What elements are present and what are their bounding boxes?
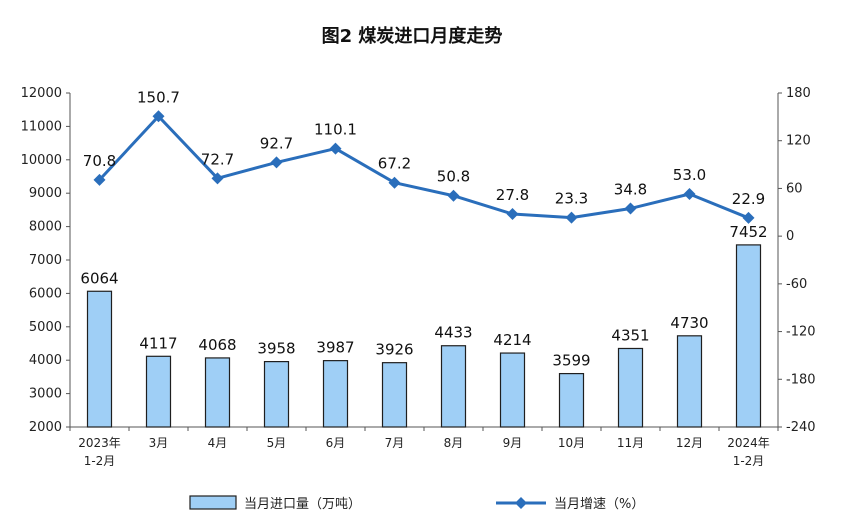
right-tick-label: -240: [786, 420, 816, 435]
right-tick-label: -180: [786, 372, 816, 387]
line-value-label: 34.8: [614, 180, 647, 198]
bar-series: [86, 244, 762, 428]
bar: [263, 361, 290, 428]
bar: [617, 347, 644, 428]
bar: [558, 372, 585, 428]
legend: 当月进口量（万吨） 当月增速（%）: [189, 495, 644, 512]
right-tick-label: 120: [786, 134, 811, 149]
line-value-label: 67.2: [378, 155, 411, 173]
line-value-label: 22.9: [732, 190, 765, 208]
line-point: [683, 187, 696, 200]
bar-value-label: 3926: [375, 341, 413, 359]
line-point: [388, 176, 401, 189]
line-point: [211, 172, 224, 185]
bar-value-label: 4214: [493, 331, 531, 349]
left-tick-label: 2000: [29, 420, 62, 435]
legend-bar-label: 当月进口量（万吨）: [244, 497, 361, 512]
line-value-label: 27.8: [496, 186, 529, 204]
x-tick-label: 9月: [503, 436, 523, 450]
line-path: [98, 114, 750, 220]
bar-value-label: 3958: [257, 340, 295, 358]
data-labels: 6064 4117 4068 3958 3987 3926 4433 4214 3599 4351…: [80, 88, 767, 369]
bar: [322, 360, 349, 428]
x-tick-label: 12月: [676, 436, 703, 450]
bar-value-label: 4117: [139, 334, 177, 352]
x-tick-label: 3月: [149, 436, 169, 450]
left-tick-label: 10000: [21, 153, 62, 168]
bar: [145, 355, 172, 428]
line-value-label: 150.7: [137, 88, 180, 106]
line-value-label: 72.7: [201, 150, 234, 168]
left-tick-label: 5000: [29, 320, 62, 335]
bar-value-label: 4730: [670, 314, 708, 332]
line-point: [93, 173, 106, 186]
bar-value-label: 4351: [611, 326, 649, 344]
bar: [204, 357, 231, 428]
left-tick-label: 4000: [29, 353, 62, 368]
legend-line-label: 当月增速（%）: [554, 497, 644, 512]
bar: [440, 345, 467, 428]
x-tick-label: 4月: [208, 436, 228, 450]
legend-bar-swatch: [189, 495, 237, 510]
line-point: [506, 208, 519, 221]
x-tick-label: 8月: [444, 436, 464, 450]
right-tick-label: -60: [786, 277, 807, 292]
bar: [676, 335, 703, 428]
bar-value-label: 6064: [80, 269, 118, 287]
bar-value-label: 3599: [552, 352, 590, 370]
legend-line-marker: [515, 497, 527, 509]
left-tick-label: 9000: [29, 186, 62, 201]
bar: [86, 290, 113, 428]
right-tick-label: -120: [786, 325, 816, 340]
bar: [735, 244, 762, 428]
x-tick-label: 11月: [617, 436, 644, 450]
bar-value-label: 7452: [729, 223, 767, 241]
line-point: [329, 142, 342, 155]
line-point: [565, 211, 578, 224]
bar: [499, 352, 526, 428]
line-point: [447, 189, 460, 202]
line-point: [152, 110, 165, 123]
left-tick-label: 7000: [29, 253, 62, 268]
left-tick-label: 3000: [29, 387, 62, 402]
left-tick-label: 8000: [29, 220, 62, 235]
x-tick-label: 6月: [326, 436, 346, 450]
line-series: [93, 110, 755, 224]
bar-value-label: 4433: [434, 324, 472, 342]
line-value-label: 50.8: [437, 168, 470, 186]
bar: [381, 362, 408, 428]
x-tick-label: 7月: [385, 436, 405, 450]
x-tick-label: 10月: [558, 436, 585, 450]
x-tick-label: 1-2月: [733, 454, 765, 468]
left-tick-label: 6000: [29, 286, 62, 301]
line-value-label: 53.0: [673, 166, 706, 184]
line-value-label: 70.8: [83, 152, 116, 170]
right-tick-label: 0: [786, 229, 794, 244]
line-point: [624, 202, 637, 215]
right-tick-label: 60: [786, 181, 803, 196]
line-value-label: 92.7: [260, 134, 293, 152]
line-value-label: 23.3: [555, 190, 588, 208]
line-point: [270, 156, 283, 169]
line-value-label: 110.1: [314, 121, 357, 139]
left-tick-label: 11000: [21, 119, 62, 134]
right-tick-label: 180: [786, 86, 811, 101]
chart-title: 图2 煤炭进口月度走势: [322, 25, 503, 47]
x-tick-label: 2024年: [727, 436, 770, 450]
x-tick-label: 5月: [267, 436, 287, 450]
line-point: [742, 211, 755, 224]
axes: 2000 3000 4000 5000 6000 7000 8000 9000 10000 110…: [21, 86, 816, 468]
bar-value-label: 4068: [198, 336, 236, 354]
x-tick-label: 2023年: [78, 436, 121, 450]
bar-value-label: 3987: [316, 339, 354, 357]
left-tick-label: 12000: [21, 86, 62, 101]
x-tick-label: 1-2月: [84, 454, 116, 468]
